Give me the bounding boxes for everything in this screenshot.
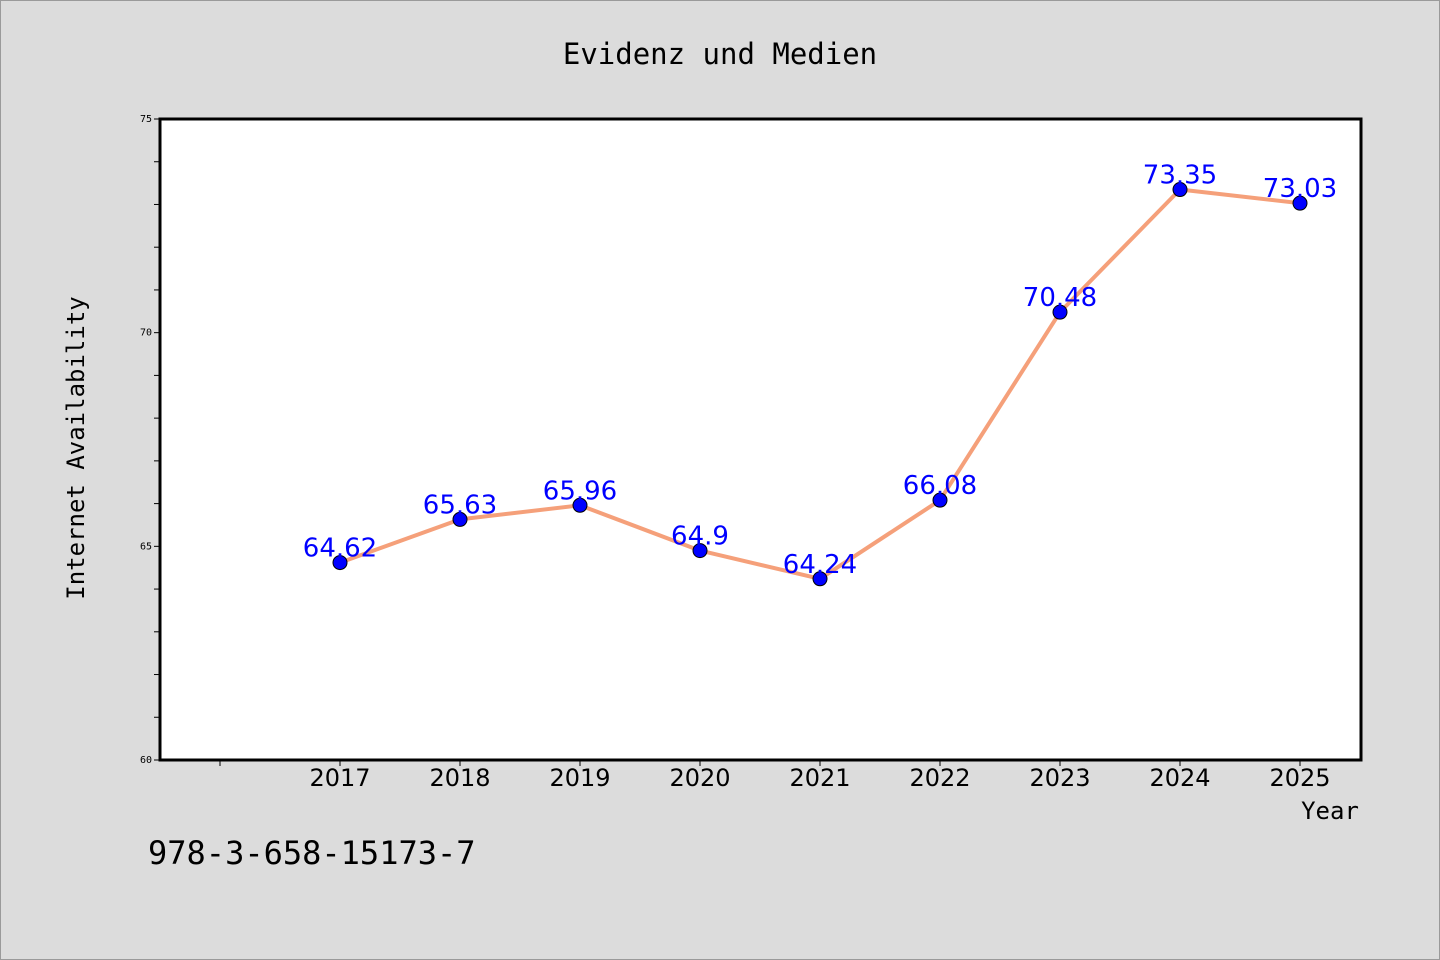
x-tick-label: 2018 (429, 764, 490, 792)
data-label: 73.03 (1263, 174, 1337, 204)
data-label: 64.9 (671, 522, 729, 552)
y-tick-label: 60 (140, 755, 152, 766)
y-tick-label: 70 (140, 328, 152, 339)
data-label: 66.08 (903, 471, 977, 501)
data-label: 73.35 (1143, 161, 1217, 191)
x-tick-label: 2017 (309, 764, 370, 792)
x-axis: 2017 2018 2019 2020 2021 2022 2023 2024 2025 (219, 760, 1331, 792)
data-point (332, 555, 348, 571)
x-tick-label: 2023 (1029, 764, 1090, 792)
x-tick-label: 2021 (789, 764, 850, 792)
y-axis: 60 65 70 75 (140, 114, 160, 766)
data-labels-group: 64.62 65.63 65.96 64.9 64.24 66.08 70.48 73.35 7… (303, 161, 1337, 580)
x-tick-label: 2020 (669, 764, 730, 792)
x-tick-label: 2025 (1269, 764, 1330, 792)
data-label: 64.24 (783, 550, 857, 580)
x-tick-label: 2024 (1149, 764, 1210, 792)
data-label: 64.62 (303, 534, 377, 564)
x-tick-label: 2022 (909, 764, 970, 792)
y-tick-label: 65 (140, 541, 152, 552)
data-point (1052, 304, 1068, 320)
data-point (1172, 182, 1188, 198)
data-point (692, 543, 708, 559)
y-axis-title: Internet Availability (62, 296, 90, 599)
data-point (452, 511, 468, 527)
x-axis-title: Year (1301, 797, 1359, 825)
data-label: 70.48 (1023, 283, 1097, 313)
data-label: 65.96 (543, 476, 617, 506)
data-point (812, 571, 828, 587)
y-tick-label: 75 (140, 114, 152, 125)
data-point (932, 492, 948, 508)
data-point (572, 497, 588, 513)
markers-group (332, 182, 1308, 587)
plot-area (158, 117, 1363, 762)
data-label: 65.63 (423, 490, 497, 520)
x-tick-label: 2019 (549, 764, 610, 792)
data-point (1292, 195, 1308, 211)
footer-isbn: 978-3-658-15173-7 (148, 834, 476, 872)
chart-title: Evidenz und Medien (563, 37, 877, 71)
